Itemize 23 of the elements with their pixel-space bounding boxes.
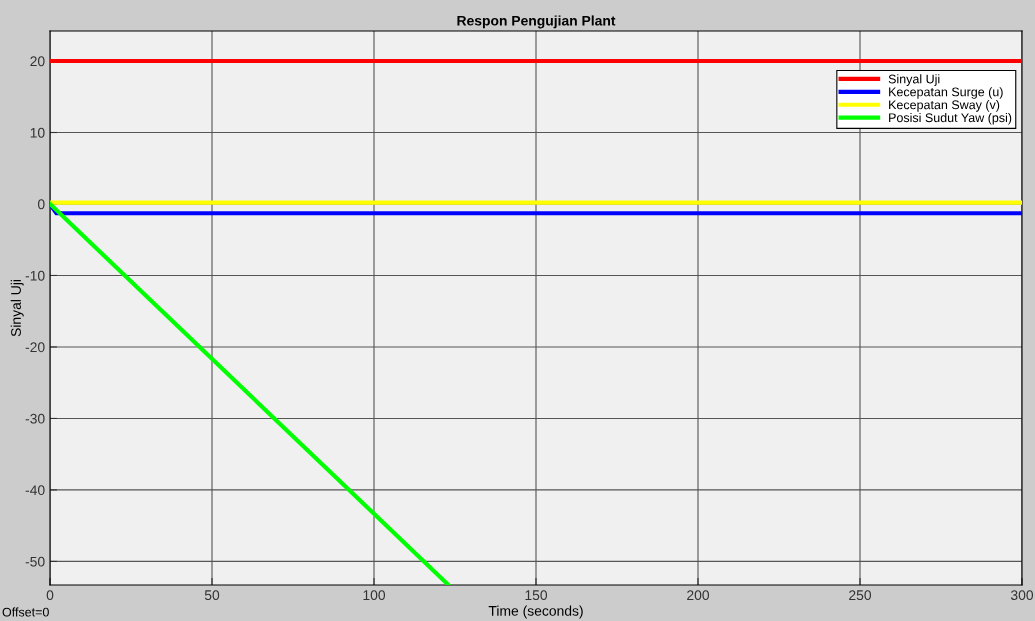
- legend-label: Kecepatan Sway (v): [889, 100, 1000, 112]
- y-tick-label: -30: [25, 413, 45, 424]
- y-axis-title: Sinyal Uji: [10, 279, 24, 337]
- x-tick-label: 0: [46, 590, 54, 601]
- x-tick-label: 300: [1010, 590, 1034, 601]
- y-tick-label: 10: [30, 127, 45, 138]
- x-tick-label: 250: [849, 590, 872, 601]
- y-tick-label: -50: [25, 556, 45, 567]
- y-tick-label: 20: [30, 56, 45, 67]
- x-tick-label: 100: [363, 590, 386, 601]
- text: Offset=0: [2, 607, 49, 617]
- y-tick-label: -20: [25, 342, 45, 353]
- y-tick-label: -40: [25, 485, 45, 496]
- x-tick-label: 50: [204, 590, 220, 601]
- legend-label: Posisi Sudut Yaw (psi): [889, 112, 1012, 125]
- chart-title: Respon Pengujian Plant: [457, 15, 616, 29]
- y-tick-label: -10: [25, 270, 45, 281]
- legend-label: Sinyal Uji: [888, 74, 940, 86]
- x-tick-label: 150: [525, 590, 548, 601]
- x-axis-title: Time (seconds): [488, 605, 583, 619]
- x-tick-label: 200: [687, 590, 710, 601]
- legend-label: Kecepatan Surge (u): [889, 87, 1003, 99]
- y-tick-label: 0: [37, 199, 45, 210]
